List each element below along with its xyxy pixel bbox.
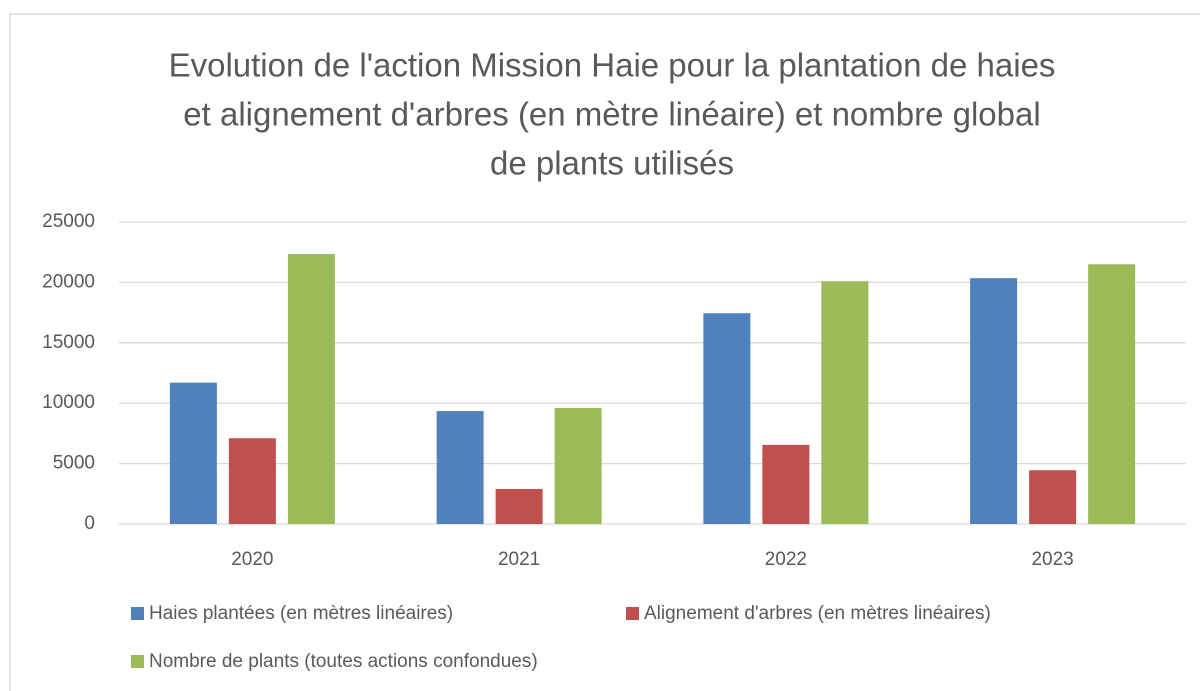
bar (287, 254, 335, 524)
bar (821, 281, 869, 524)
chart-title: de plants utilisés (490, 145, 734, 182)
bar (169, 382, 217, 524)
x-tick-label: 2022 (765, 549, 807, 570)
y-tick-label: 20000 (42, 271, 95, 292)
bar (1029, 470, 1077, 524)
bar (228, 438, 276, 524)
chart-title: et alignement d'arbres (en mètre linéair… (183, 96, 1040, 133)
bar (762, 444, 810, 524)
chart-title: Evolution de l'action Mission Haie pour … (169, 47, 1056, 84)
bar (970, 278, 1018, 524)
x-tick-label: 2023 (1031, 549, 1073, 570)
bar (495, 488, 543, 524)
bar (436, 411, 484, 524)
y-tick-label: 25000 (42, 211, 95, 232)
legend-swatch (626, 607, 639, 620)
legend-label: Alignement d'arbres (en mètres linéaires… (644, 603, 991, 624)
y-tick-label: 15000 (42, 332, 95, 353)
x-tick-label: 2021 (498, 549, 540, 570)
legend-swatch (131, 607, 144, 620)
y-tick-label: 10000 (42, 392, 95, 413)
bar (554, 408, 602, 524)
legend-swatch (131, 655, 144, 668)
y-tick-label: 5000 (53, 453, 95, 474)
bar (1088, 264, 1136, 524)
bar (703, 313, 751, 524)
legend-label: Haies plantées (en mètres linéaires) (149, 603, 453, 624)
legend-label: Nombre de plants (toutes actions confond… (149, 651, 538, 672)
y-tick-label: 0 (84, 513, 95, 534)
x-tick-label: 2020 (231, 549, 273, 570)
